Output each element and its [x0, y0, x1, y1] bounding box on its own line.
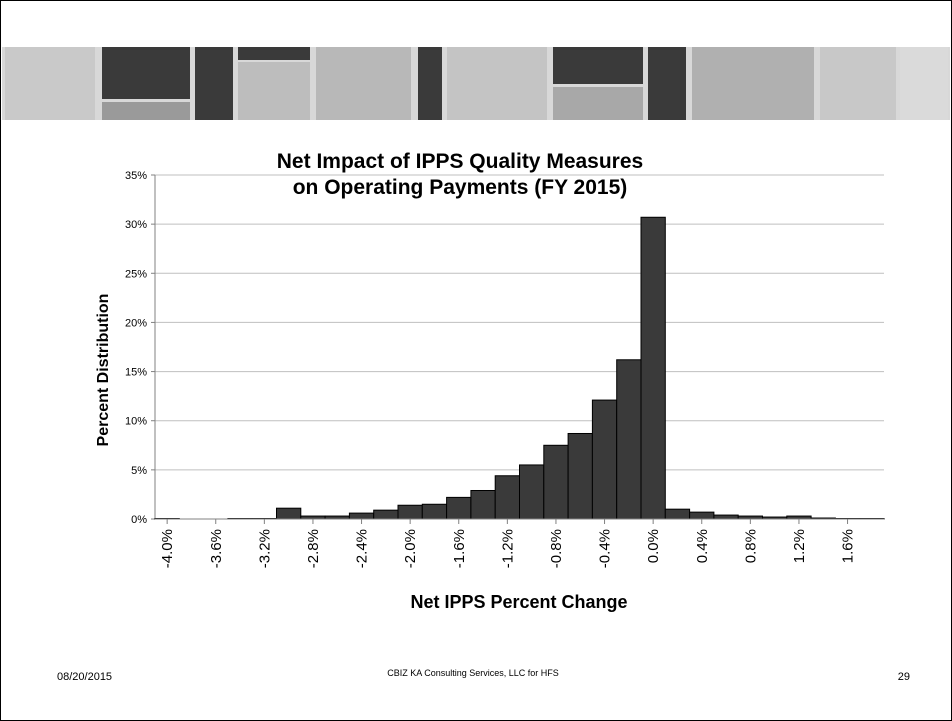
x-tick-label: -1.2% [499, 529, 516, 568]
bar [519, 464, 545, 520]
bar [616, 359, 642, 520]
bar [713, 514, 739, 520]
chart-title: on Operating Payments (FY 2015) [293, 176, 628, 199]
photo [900, 47, 948, 120]
bar [446, 496, 472, 520]
block [102, 102, 190, 120]
bar [470, 489, 496, 520]
bar [640, 216, 666, 520]
y-tick-label: 10% [125, 416, 147, 428]
x-tick-label: -3.2% [256, 529, 273, 568]
block [447, 47, 547, 120]
block [195, 47, 233, 120]
bar [689, 511, 715, 520]
x-tick-label: -1.6% [451, 529, 468, 568]
x-tick-label: -2.8% [305, 529, 322, 568]
x-tick-label: 1.2% [791, 529, 808, 563]
bar [421, 503, 448, 520]
x-tick-label: 1.6% [840, 529, 857, 563]
x-tick-label: 0.4% [694, 529, 711, 563]
x-tick-label: -4.0% [159, 529, 176, 568]
block [102, 47, 190, 99]
chart-title: Net Impact of IPPS Quality Measures [277, 150, 643, 173]
bar [276, 507, 302, 520]
y-tick-label: 30% [125, 219, 147, 231]
y-tick-label: 5% [131, 465, 147, 477]
x-tick-label: -2.4% [354, 529, 371, 568]
photo [553, 87, 643, 120]
bar [397, 504, 423, 520]
footer-page: 29 [898, 671, 910, 683]
x-tick-label: 0.0% [645, 529, 662, 563]
x-tick-label: -0.4% [597, 529, 614, 568]
block [553, 47, 643, 84]
y-tick-label: 35% [125, 170, 147, 182]
photo [316, 47, 411, 120]
footer-source: CBIZ KA Consulting Services, LLC for HFS [387, 668, 559, 678]
x-axis-title: Net IPPS Percent Change [410, 592, 627, 612]
bar [494, 475, 521, 520]
footer-date: 08/20/2015 [57, 671, 112, 683]
block [238, 47, 310, 60]
photo [692, 47, 814, 120]
photo [5, 47, 95, 120]
bar [373, 509, 399, 520]
block [418, 47, 442, 120]
photo [238, 62, 310, 120]
y-tick-label: 20% [125, 317, 147, 329]
y-axis-title: Percent Distribution [95, 294, 112, 447]
x-tick-label: 0.8% [742, 529, 759, 563]
x-tick-label: -3.6% [208, 529, 225, 568]
y-tick-label: 25% [125, 268, 147, 280]
header-banner [2, 47, 950, 120]
x-tick-label: -0.8% [548, 529, 565, 568]
bar [348, 512, 375, 520]
y-tick-label: 15% [125, 367, 147, 379]
bar [543, 444, 569, 520]
x-tick-label: -2.0% [402, 529, 419, 568]
block [820, 47, 896, 120]
bar [591, 399, 618, 520]
y-tick-label: 0% [131, 514, 147, 526]
bar [567, 432, 593, 520]
bar [664, 508, 691, 520]
block [648, 47, 686, 120]
